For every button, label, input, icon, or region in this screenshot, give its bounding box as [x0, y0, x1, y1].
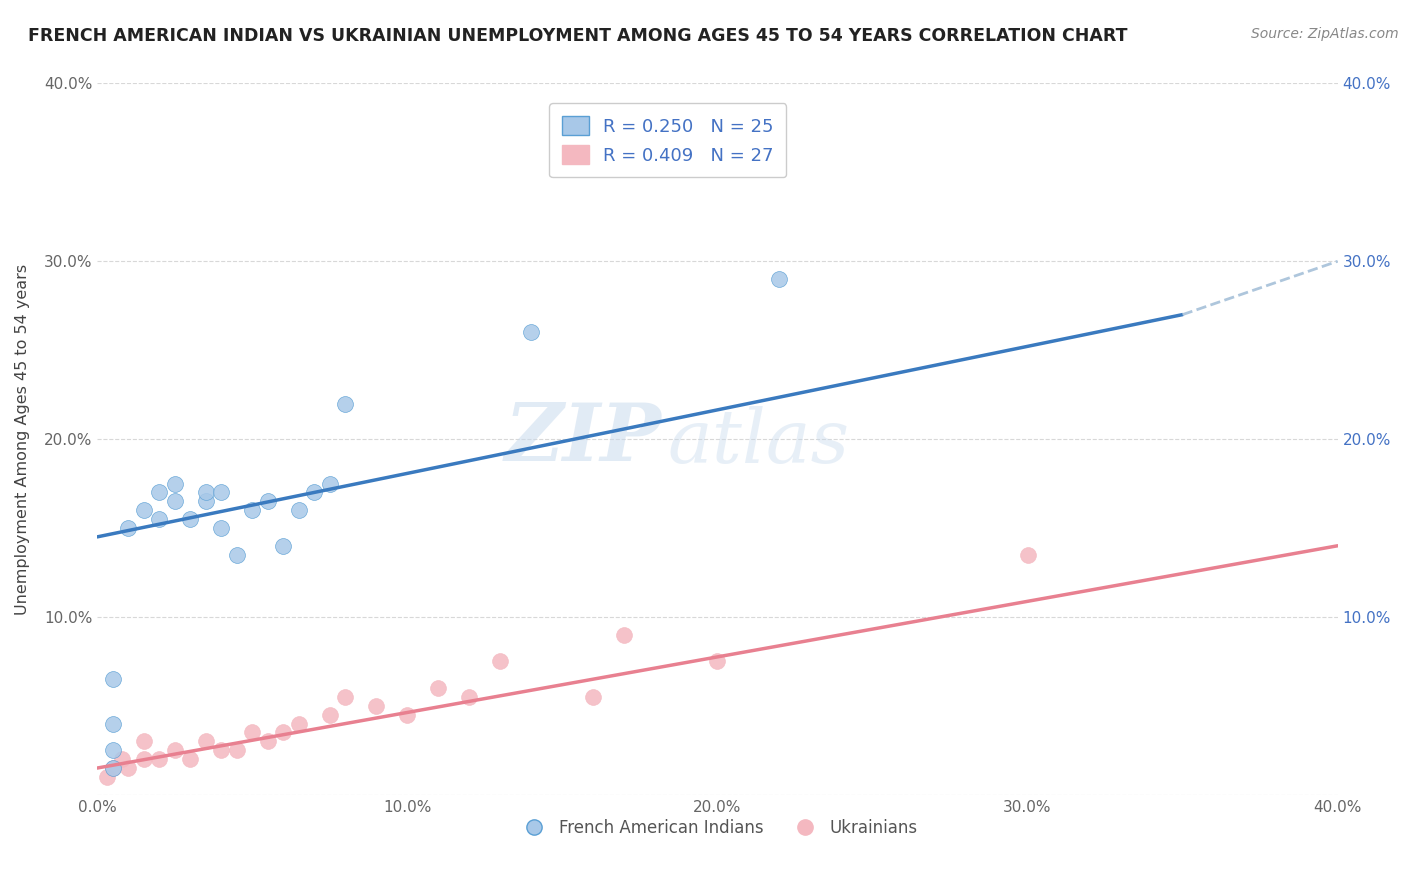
Point: [209, 485, 232, 500]
Text: ZIP: ZIP: [505, 401, 662, 478]
Point: [209, 521, 232, 535]
Legend: French American Indians, Ukrainians: French American Indians, Ukrainians: [510, 812, 925, 843]
Point: [768, 272, 790, 286]
Point: [288, 716, 311, 731]
Point: [101, 716, 124, 731]
Point: [179, 512, 201, 526]
Point: [582, 690, 605, 704]
Point: [194, 494, 217, 508]
Point: [163, 494, 186, 508]
Point: [706, 654, 728, 668]
Point: [132, 752, 155, 766]
Point: [288, 503, 311, 517]
Point: [163, 743, 186, 757]
Text: Source: ZipAtlas.com: Source: ZipAtlas.com: [1251, 27, 1399, 41]
Point: [111, 752, 134, 766]
Point: [271, 539, 294, 553]
Point: [96, 770, 118, 784]
Point: [194, 734, 217, 748]
Point: [256, 494, 278, 508]
Point: [148, 512, 170, 526]
Point: [271, 725, 294, 739]
Point: [319, 707, 342, 722]
Point: [163, 476, 186, 491]
Point: [489, 654, 512, 668]
Point: [179, 752, 201, 766]
Point: [396, 707, 419, 722]
Point: [101, 761, 124, 775]
Point: [304, 485, 326, 500]
Point: [148, 485, 170, 500]
Point: [366, 698, 388, 713]
Point: [209, 743, 232, 757]
Point: [240, 725, 263, 739]
Point: [148, 752, 170, 766]
Point: [225, 743, 247, 757]
Y-axis label: Unemployment Among Ages 45 to 54 years: Unemployment Among Ages 45 to 54 years: [15, 263, 30, 615]
Point: [117, 521, 139, 535]
Point: [427, 681, 450, 695]
Point: [117, 761, 139, 775]
Point: [225, 548, 247, 562]
Point: [194, 485, 217, 500]
Text: FRENCH AMERICAN INDIAN VS UKRAINIAN UNEMPLOYMENT AMONG AGES 45 TO 54 YEARS CORRE: FRENCH AMERICAN INDIAN VS UKRAINIAN UNEM…: [28, 27, 1128, 45]
Point: [240, 503, 263, 517]
Text: atlas: atlas: [668, 407, 851, 479]
Point: [613, 628, 636, 642]
Point: [520, 326, 543, 340]
Point: [101, 761, 124, 775]
Point: [256, 734, 278, 748]
Point: [132, 734, 155, 748]
Point: [101, 743, 124, 757]
Point: [1017, 548, 1039, 562]
Point: [319, 476, 342, 491]
Point: [335, 690, 357, 704]
Point: [132, 503, 155, 517]
Point: [335, 396, 357, 410]
Point: [101, 672, 124, 686]
Point: [458, 690, 481, 704]
